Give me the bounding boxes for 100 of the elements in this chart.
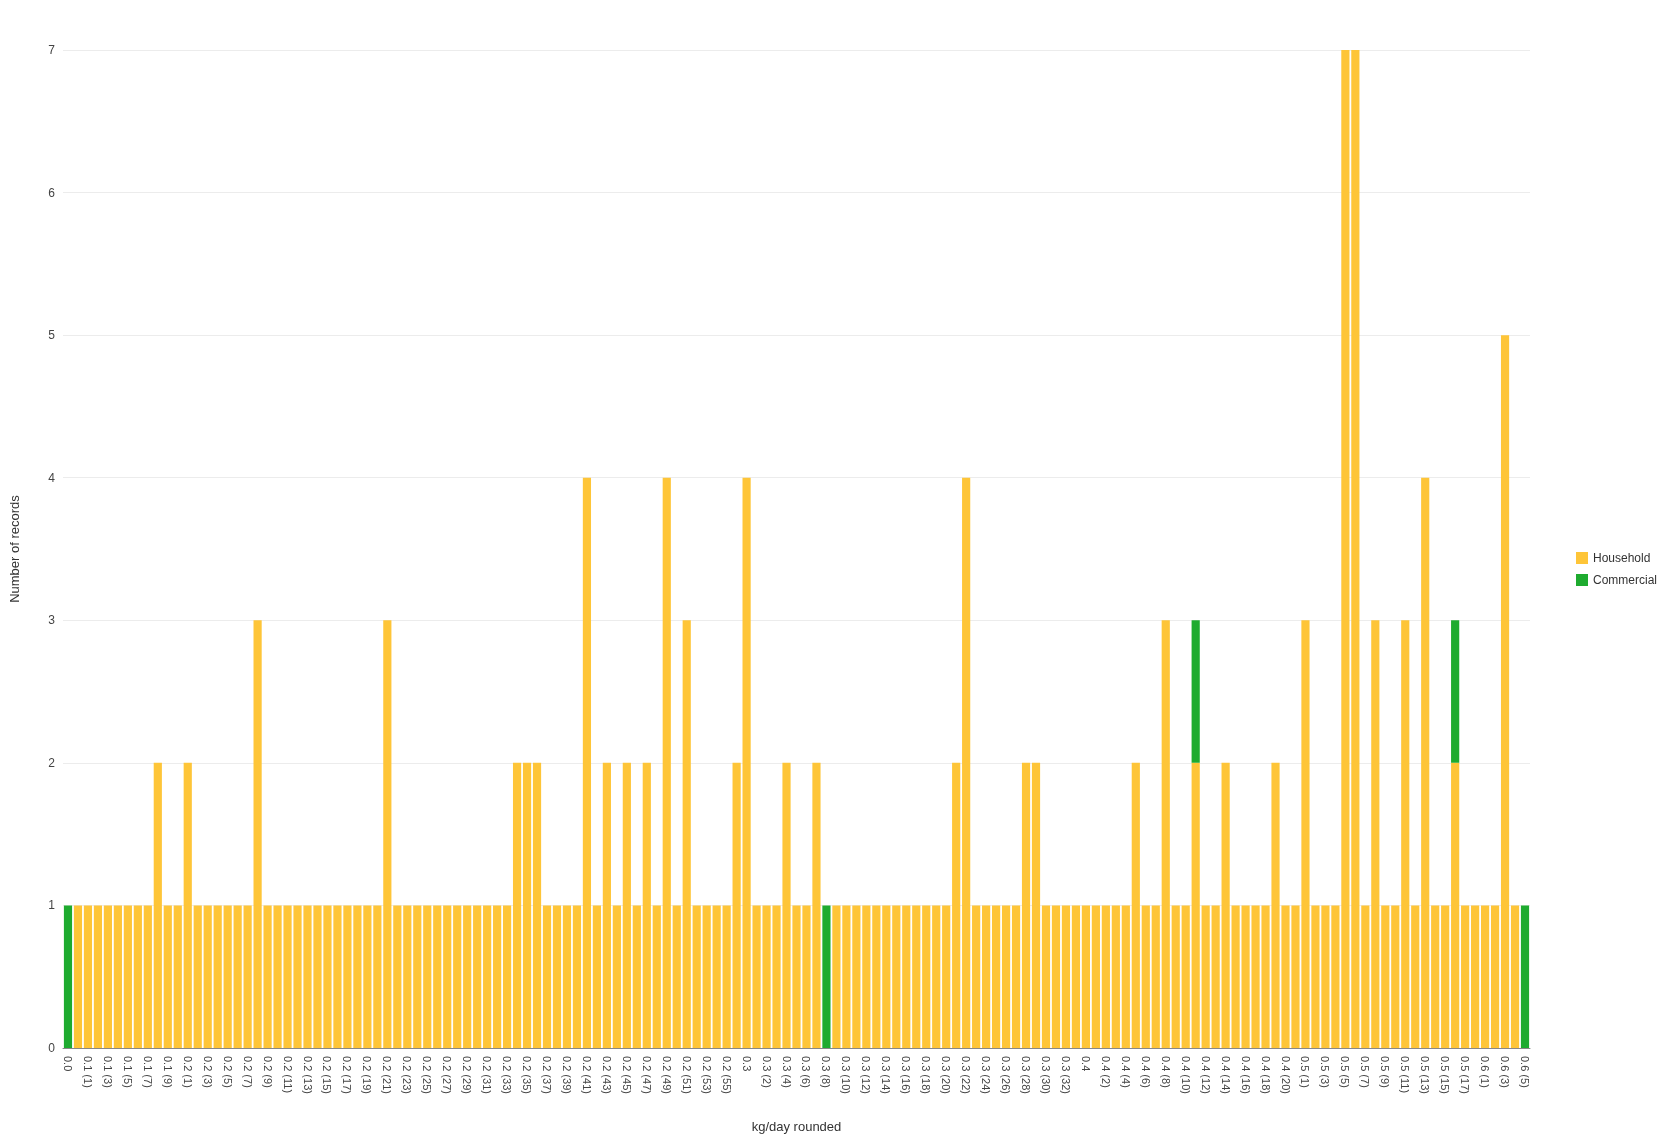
bar [463, 905, 472, 1048]
bar [503, 905, 512, 1048]
bar [393, 905, 402, 1048]
x-tick-label: 0.3 (8) [820, 1056, 833, 1088]
bar [103, 905, 112, 1048]
bar [1401, 620, 1410, 1048]
bar [1431, 905, 1440, 1048]
bar [1151, 905, 1160, 1048]
x-tick-label: 0.3 (18) [920, 1056, 933, 1094]
x-tick-label: 0.2 (39) [560, 1056, 573, 1094]
x-tick-label: 0.2 (3) [201, 1056, 214, 1088]
bar [1111, 905, 1120, 1048]
bar [233, 905, 242, 1048]
y-tick-label: 0 [48, 1041, 56, 1055]
bar [672, 905, 681, 1048]
bar [483, 905, 492, 1048]
bar [1371, 620, 1380, 1048]
x-tick-label: 0.1 (9) [161, 1056, 174, 1088]
x-tick-label: 0.4 (18) [1259, 1056, 1272, 1094]
x-tick-label: 0.2 (5) [221, 1056, 234, 1088]
x-tick-label: 0.5 (1) [1299, 1056, 1312, 1088]
x-tick-label: 0.2 (51) [680, 1056, 693, 1094]
bar [1201, 905, 1210, 1048]
bar [1421, 477, 1430, 1048]
bar [612, 905, 621, 1048]
bar [862, 905, 871, 1048]
bar [1011, 905, 1021, 1048]
bar [1461, 905, 1470, 1048]
bar [223, 905, 232, 1048]
x-axis-title: kg/day rounded [751, 1119, 842, 1134]
bar [1411, 905, 1420, 1048]
bar [622, 762, 631, 1048]
bar [1351, 50, 1360, 1048]
x-tick-label: 0.5 (17) [1459, 1056, 1472, 1094]
bar [1500, 335, 1510, 1048]
x-tick-label: 0.6 (3) [1499, 1056, 1512, 1088]
bar [1361, 905, 1370, 1048]
x-tick-label: 0.3 (20) [940, 1056, 953, 1094]
bar [73, 905, 83, 1048]
bar [83, 905, 93, 1048]
bar [423, 905, 432, 1048]
bar [1141, 905, 1150, 1048]
x-tick-label: 0.3 (24) [980, 1056, 993, 1094]
bar [1031, 762, 1041, 1048]
x-tick-label: 0.3 [740, 1056, 753, 1072]
x-tick-label: 0.2 (33) [501, 1056, 514, 1094]
bar [203, 905, 212, 1048]
x-tick-label: 0.6 (5) [1519, 1056, 1532, 1088]
bar [992, 905, 1001, 1048]
x-tick-label: 0.4 (4) [1119, 1056, 1132, 1088]
x-tick-label: 0.3 (28) [1020, 1056, 1033, 1094]
x-tick-label: 0.2 (11) [281, 1056, 294, 1094]
bar [373, 905, 382, 1048]
bar [1181, 905, 1190, 1048]
x-tick-label: 0.5 (7) [1359, 1056, 1372, 1088]
bar [363, 905, 372, 1048]
bar [1191, 620, 1200, 763]
bar [582, 477, 592, 1048]
bar [602, 762, 611, 1048]
x-tick-label: 0.2 (53) [700, 1056, 713, 1094]
bar [213, 905, 222, 1048]
bar [1041, 905, 1051, 1048]
bar [1441, 905, 1450, 1048]
x-tick-label: 0.3 (10) [840, 1056, 853, 1094]
bar [1001, 905, 1011, 1048]
x-tick-label: 0.4 (10) [1179, 1056, 1192, 1094]
x-tick-label: 0.2 (55) [720, 1056, 733, 1094]
x-tick-label: 0.2 (41) [580, 1056, 593, 1094]
bar [473, 905, 482, 1048]
bar [542, 905, 552, 1048]
x-tick-label: 0.2 (47) [640, 1056, 653, 1094]
bar [133, 905, 142, 1048]
bar [702, 905, 711, 1048]
bar [443, 905, 452, 1048]
x-tick-label: 0.2 (31) [481, 1056, 494, 1094]
x-tick-label: 0.0 [61, 1056, 74, 1072]
x-tick-label: 0.5 (11) [1399, 1056, 1412, 1094]
x-tick-label: 0.4 (12) [1199, 1056, 1212, 1094]
bar [912, 905, 921, 1048]
bar [522, 762, 532, 1048]
bar [123, 905, 132, 1048]
x-tick-label: 0.2 (37) [541, 1056, 554, 1094]
bar [143, 905, 152, 1048]
bar [722, 905, 731, 1048]
x-tick-label: 0.2 (29) [461, 1056, 474, 1094]
x-tick-label: 0.3 (26) [1000, 1056, 1013, 1094]
bar [1211, 905, 1220, 1048]
x-tick-label: 0.2 (25) [421, 1056, 434, 1094]
x-tick-label: 0.2 (7) [241, 1056, 254, 1088]
x-tick-label: 0.1 (1) [81, 1056, 94, 1088]
x-tick-label: 0.3 (16) [900, 1056, 913, 1094]
bar [872, 905, 881, 1048]
bar [113, 905, 122, 1048]
x-tick-label: 0.2 (49) [660, 1056, 673, 1094]
y-axis-title: Number of records [7, 494, 22, 603]
bar [1451, 762, 1460, 1048]
bar [962, 477, 971, 1048]
x-tick-label: 0.5 (9) [1379, 1056, 1392, 1088]
bar [972, 905, 981, 1048]
bar [552, 905, 562, 1048]
